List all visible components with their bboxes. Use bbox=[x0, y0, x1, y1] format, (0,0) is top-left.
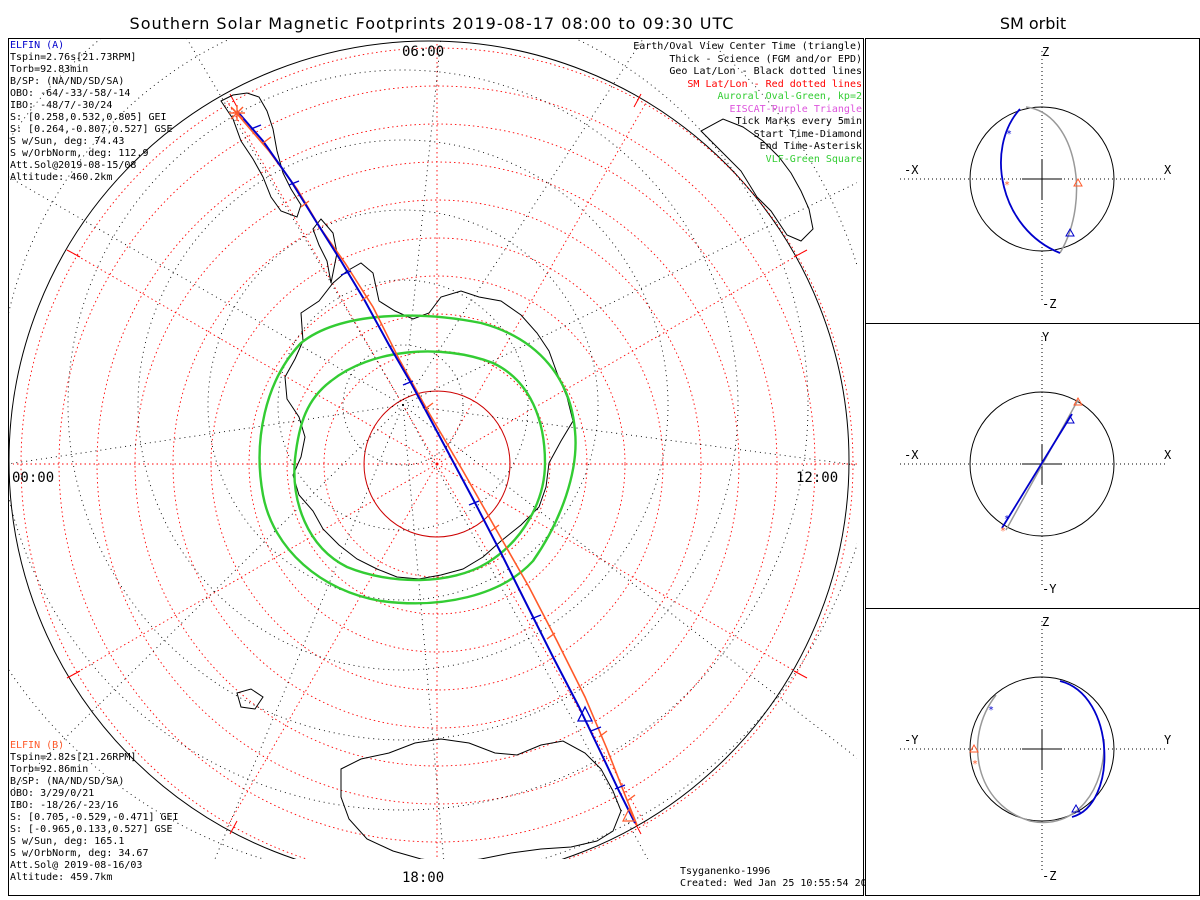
south-america-coast bbox=[220, 92, 302, 218]
svg-text:*: * bbox=[1000, 526, 1006, 537]
elfin-b-line: Torb=92.86min bbox=[10, 764, 89, 775]
africa-coast bbox=[700, 118, 814, 242]
elfin-a-line: S: [0.264,-0.807,0.527] GSE bbox=[10, 124, 173, 135]
start-asterisk-b bbox=[229, 105, 245, 121]
legend-item: Thick - Science (FGM and/or EPD) bbox=[669, 53, 862, 65]
elfin-a-line: Att.Sol@2019-08-15/08 bbox=[10, 160, 137, 171]
elfin-b-line: OBO: 3/29/0/21 bbox=[10, 788, 95, 799]
elfin-a-line: OBO: -64/-33/-58/-14 bbox=[10, 88, 131, 99]
legend-item: Earth/Oval View Center Time (triangle) bbox=[633, 41, 862, 52]
footer: Tsyganenko-1996 Created: Wed Jan 25 10:5… bbox=[680, 866, 879, 890]
axis-bottom: -Z bbox=[1042, 869, 1057, 883]
elfin-b-line: S w/OrbNorm, deg: 34.67 bbox=[10, 848, 149, 859]
legend-item: Tick Marks every 5min bbox=[735, 116, 862, 127]
elfin-a-line: IBO: -48/7/-30/24 bbox=[10, 100, 113, 111]
legend-item: Geo Lat/Lon - Black dotted lines bbox=[669, 66, 862, 77]
svg-text:*: * bbox=[1004, 180, 1010, 191]
elfin-b-line: Altitude: 459.7km bbox=[10, 872, 113, 883]
legend: Earth/Oval View Center Time (triangle) T… bbox=[633, 41, 862, 166]
axis-bottom: -Y bbox=[1042, 582, 1057, 596]
elfin-a-name: ELFIN (A) bbox=[10, 40, 65, 51]
svg-text:*: * bbox=[988, 705, 994, 716]
footprint-map-frame bbox=[8, 38, 864, 896]
elfin-b-info: ELFIN (B) Tspin=2.82s[21.26RPM] Torb=92.… bbox=[10, 740, 179, 884]
map-outer-circle bbox=[9, 40, 850, 859]
elfin-b-line: S: [-0.965,0.133,0.527] GSE bbox=[10, 824, 173, 835]
axis-right: X bbox=[1164, 163, 1172, 177]
svg-text:*: * bbox=[972, 759, 978, 770]
legend-item: EISCAT-Purple Triangle bbox=[729, 103, 862, 115]
elfin-b-line: IBO: -18/26/-23/16 bbox=[10, 800, 119, 811]
svg-text:*: * bbox=[1004, 514, 1010, 525]
legend-item: SM Lat/Lon - Red dotted lines bbox=[687, 78, 862, 90]
elfin-a-line: S w/OrbNorm, deg: 112.9 bbox=[10, 148, 149, 159]
footprint-map bbox=[9, 39, 857, 859]
elfin-b-line: Att.Sol@ 2019-08-16/03 bbox=[10, 860, 143, 871]
axis-right: Y bbox=[1164, 733, 1172, 747]
model-name: Tsyganenko-1996 bbox=[680, 866, 771, 877]
sm-lon-lines bbox=[13, 43, 857, 859]
svg-text:*: * bbox=[1006, 129, 1012, 140]
elfin-a-line: Torb=92.83min bbox=[10, 64, 89, 75]
elfin-b-line: B/SP: (NA/ND/SD/SA) bbox=[10, 776, 125, 787]
elfin-a-info: ELFIN (A) Tspin=2.76s[21.73RPM] Torb=92.… bbox=[10, 40, 173, 184]
axis-top: Y bbox=[1042, 330, 1050, 344]
orbit-panel-xz: * * Z -Z -X X bbox=[865, 38, 1200, 324]
elfin-b-line: S: [0.705,-0.529,-0.471] GEI bbox=[10, 812, 179, 823]
axis-left: -Y bbox=[904, 733, 919, 747]
axis-top: Z bbox=[1042, 615, 1050, 629]
elfin-b-line: Tspin=2.82s[21.26RPM] bbox=[10, 752, 137, 763]
axis-left: -X bbox=[904, 163, 919, 177]
elfin-a-line: B/SP: (NA/ND/SD/SA) bbox=[10, 76, 125, 87]
legend-item: VLF-Green Square bbox=[765, 153, 862, 165]
legend-item: Auroral Oval-Green, kp=2 bbox=[717, 91, 863, 102]
mlt-label-right: 12:00 bbox=[796, 470, 839, 486]
legend-item: End Time-Asterisk bbox=[759, 141, 862, 152]
orbit-panel-xy: * * Y -Y -X X bbox=[865, 323, 1200, 609]
mlt-label-top: 06:00 bbox=[402, 44, 445, 60]
orbit-title: SM orbit bbox=[999, 14, 1067, 33]
orbit-panel-yz: * * Z -Z -Y Y bbox=[865, 608, 1200, 896]
elfin-a-line: Altitude: 460.2km bbox=[10, 172, 113, 183]
axis-top: Z bbox=[1042, 45, 1050, 59]
elfin-a-track bbox=[236, 110, 636, 824]
geo-lat-circles bbox=[9, 39, 857, 859]
mlt-label-left: 00:00 bbox=[12, 470, 55, 486]
plot-title: Southern Solar Magnetic Footprints 2019-… bbox=[129, 14, 735, 33]
elfin-a-line: S w/Sun, deg: 74.43 bbox=[10, 136, 125, 147]
elfin-b-name: ELFIN (B) bbox=[10, 740, 65, 751]
axis-left: -X bbox=[904, 448, 919, 462]
created-timestamp: Created: Wed Jan 25 10:55:54 2023 bbox=[680, 878, 879, 889]
elfin-a-line: S: [0.258,0.532,0.805] GEI bbox=[10, 112, 167, 123]
auroral-oval-inner bbox=[293, 350, 547, 582]
australia-coast bbox=[340, 738, 622, 859]
auroral-oval-outer bbox=[258, 314, 577, 605]
elfin-a-line: Tspin=2.76s[21.73RPM] bbox=[10, 52, 137, 63]
view-center-triangle bbox=[576, 705, 594, 722]
axis-bottom: -Z bbox=[1042, 297, 1057, 311]
legend-item: Start Time-Diamond bbox=[753, 128, 862, 140]
axis-right: X bbox=[1164, 448, 1172, 462]
geo-lon-lines bbox=[9, 39, 857, 859]
elfin-b-line: S w/Sun, deg: 165.1 bbox=[10, 836, 125, 847]
mlt-label-bottom: 18:00 bbox=[402, 870, 445, 886]
